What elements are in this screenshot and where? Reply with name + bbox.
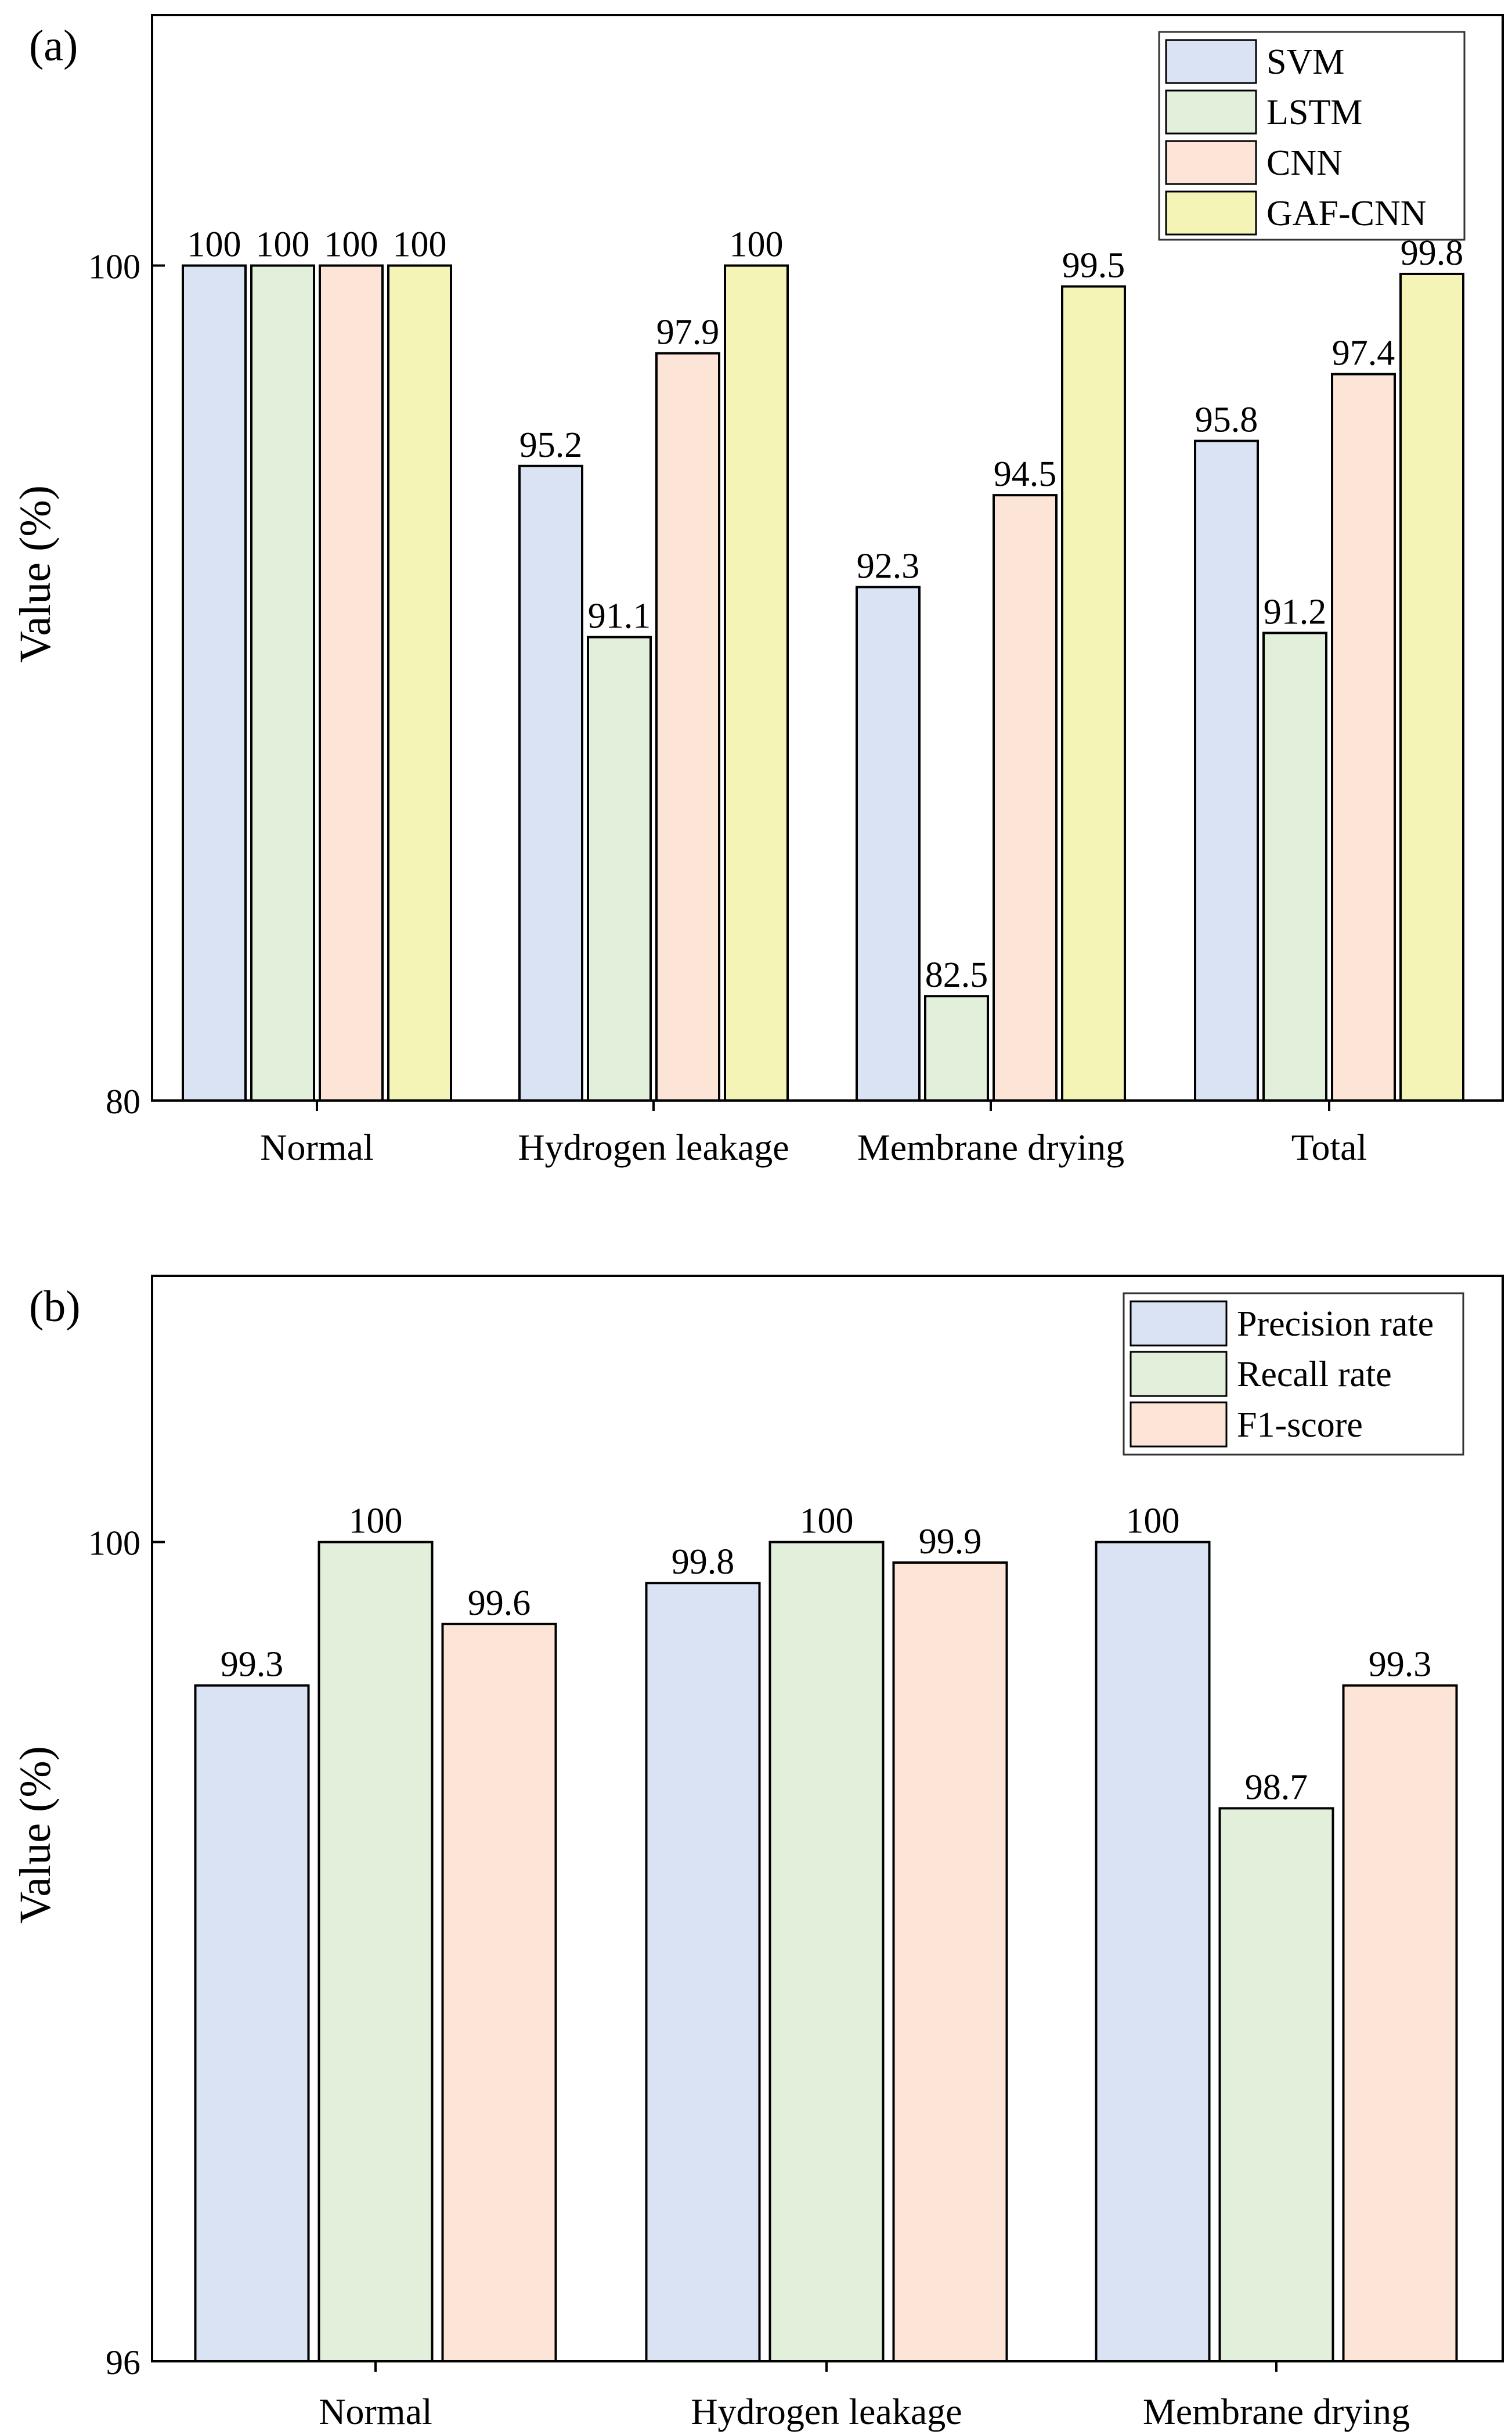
bar-value-label: 100 [349,1502,403,1541]
legend-swatch [1165,140,1257,185]
bar-value-label: 100 [187,225,241,265]
legend-label: LSTM [1266,93,1362,132]
bar-value-label: 99.3 [1369,1645,1432,1684]
y-axis-label: Value (%) [11,485,60,663]
x-tick-label: Membrane drying [857,1127,1124,1168]
bar-gaf-cnn-normal [387,264,452,1102]
legend-label: F1-score [1237,1405,1363,1445]
bar-precision-rate-membrane-drying [1095,1541,1211,2362]
bar-value-label: 100 [256,225,310,265]
bar-value-label: 100 [730,225,784,265]
bar-value-label: 99.8 [672,1542,735,1582]
bar-f1-score-normal [441,1622,557,2362]
bar-value-label: 97.9 [656,313,720,352]
legend-label: Recall rate [1237,1355,1392,1394]
bar-value-label: 95.8 [1195,401,1258,440]
bar-value-label: 95.2 [519,425,583,465]
bar-precision-rate-normal [194,1684,310,2362]
bar-value-label: 100 [324,225,378,265]
legend-swatch [1130,1300,1228,1347]
legend-label: GAF-CNN [1266,194,1427,233]
bar-f1-score-membrane-drying [1342,1684,1458,2362]
legend-swatch [1165,39,1257,84]
bar-gaf-cnn-total [1399,272,1464,1102]
y-tick-label: 100 [88,248,140,286]
legend-label: SVM [1266,42,1344,82]
legend-swatch [1165,89,1257,135]
bar-value-label: 99.9 [919,1522,982,1561]
bar-f1-score-hydrogen-leakage [892,1561,1008,2362]
bar-lstm-hydrogen-leakage [587,636,652,1102]
y-tick-label: 80 [106,1083,140,1121]
bar-value-label: 99.3 [221,1645,284,1684]
bar-precision-rate-hydrogen-leakage [645,1582,761,2363]
bar-value-label: 92.3 [857,546,920,586]
bar-gaf-cnn-hydrogen-leakage [724,264,789,1102]
bar-cnn-normal [319,264,384,1102]
panel-label: (b) [29,1282,81,1331]
x-tick-label: Hydrogen leakage [691,2391,962,2432]
legend-label: CNN [1266,143,1343,183]
bar-recall-rate-membrane-drying [1218,1807,1334,2362]
panel-label: (a) [29,21,78,70]
bar-value-label: 91.1 [588,597,651,636]
bar-value-label: 82.5 [925,955,988,995]
bar-cnn-membrane-drying [993,494,1058,1102]
bar-recall-rate-normal [317,1541,434,2362]
bar-svm-normal [182,264,247,1102]
bar-cnn-total [1331,373,1396,1102]
bar-svm-total [1194,439,1259,1102]
bar-cnn-hydrogen-leakage [655,352,720,1102]
x-tick-label: Hydrogen leakage [518,1127,789,1168]
panel-b-chart: (b) Value (%) 96 100 99.3 100 99.6 Normal 99.8 10… [11,1275,1504,2432]
bar-value-label: 94.5 [994,454,1057,494]
bar-gaf-cnn-membrane-drying [1061,285,1126,1102]
bar-lstm-normal [250,264,315,1102]
bar-value-label: 98.7 [1245,1767,1308,1807]
plot-frame [151,14,1504,1102]
legend-swatch [1165,190,1257,236]
x-tick-label: Normal [260,1127,374,1168]
x-tick-label: Normal [319,2391,432,2432]
bar-value-label: 100 [800,1502,854,1541]
bar-value-label: 91.2 [1264,592,1327,632]
y-tick-label: 100 [88,1524,140,1563]
x-tick-label: Total [1291,1127,1367,1168]
legend-label: Precision rate [1237,1304,1434,1344]
bar-svm-membrane-drying [856,586,921,1102]
bar-value-label: 99.6 [468,1583,531,1623]
bar-svm-hydrogen-leakage [518,464,583,1102]
x-tick-label: Membrane drying [1143,2391,1410,2432]
bar-lstm-membrane-drying [924,995,989,1102]
panel-a-chart: (a) Value (%) 80 100 100 100 100 100 Normal 95.2 9… [11,14,1504,1168]
y-axis-label: Value (%) [11,1746,60,1924]
y-tick-label: 96 [106,2343,140,2382]
bar-value-label: 100 [1126,1502,1180,1541]
bar-value-label: 100 [393,225,447,265]
bar-recall-rate-hydrogen-leakage [768,1541,885,2362]
bar-value-label: 99.5 [1062,246,1125,286]
legend-swatch [1130,1351,1228,1397]
bar-value-label: 97.4 [1332,334,1395,373]
legend-swatch [1130,1401,1228,1448]
bar-lstm-total [1262,632,1327,1102]
